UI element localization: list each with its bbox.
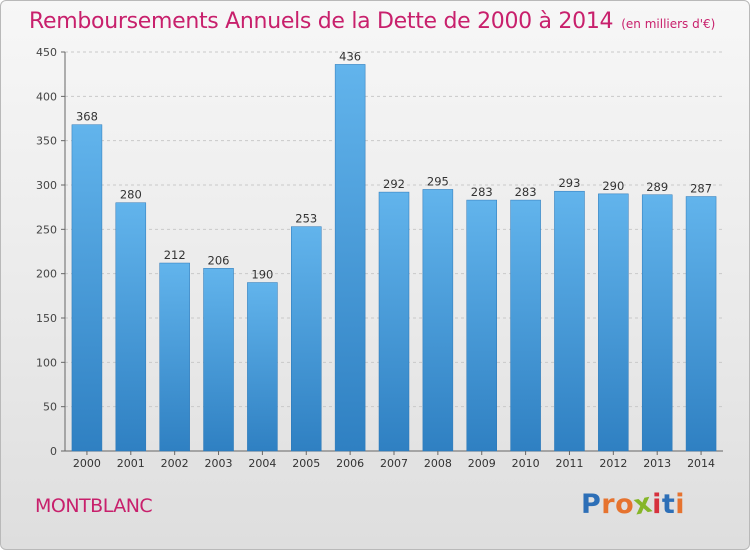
y-tick-label: 150 — [36, 312, 57, 325]
bar — [203, 268, 234, 452]
bar — [291, 226, 322, 452]
y-tick-label: 300 — [36, 179, 57, 192]
x-tick-label: 2012 — [599, 457, 627, 470]
x-tick-label: 2011 — [555, 457, 583, 470]
y-tick-label: 400 — [36, 90, 57, 103]
x-tick-label: 2010 — [512, 457, 540, 470]
bar — [422, 189, 454, 452]
bar-value-label: 295 — [427, 174, 449, 188]
logo-letter: i — [675, 489, 686, 520]
x-tick-label: 2014 — [687, 457, 715, 470]
bar-value-label: 293 — [558, 176, 580, 190]
y-tick-label: 200 — [36, 268, 57, 281]
bar-value-label: 253 — [295, 212, 317, 226]
bar — [378, 191, 410, 452]
x-tick-label: 2013 — [643, 457, 671, 470]
chart-title-text: Remboursements Annuels de la Dette de 20… — [29, 9, 614, 34]
logo-letter: t — [661, 489, 676, 520]
bar-value-label: 283 — [515, 185, 537, 199]
bar — [598, 193, 629, 452]
x-tick-label: 2002 — [161, 457, 189, 470]
bar — [334, 64, 366, 452]
bar — [159, 262, 190, 452]
bar-value-label: 436 — [339, 49, 361, 63]
x-tick-label: 2008 — [424, 457, 452, 470]
x-tick-label: 2000 — [73, 457, 101, 470]
y-tick-label: 0 — [50, 445, 57, 458]
x-tick-label: 2004 — [248, 457, 276, 470]
x-tick-label: 2006 — [336, 457, 364, 470]
bar-value-label: 212 — [164, 248, 186, 262]
bar-value-label: 190 — [251, 268, 273, 282]
bar — [115, 202, 147, 452]
y-tick-label: 450 — [36, 46, 57, 59]
x-tick-label: 2003 — [205, 457, 233, 470]
bar-value-label: 368 — [76, 110, 98, 124]
bar-value-label: 292 — [383, 177, 405, 191]
x-tick-label: 2009 — [468, 457, 496, 470]
logo-letter: i — [652, 489, 662, 520]
bar-value-label: 287 — [690, 182, 712, 196]
bar — [510, 199, 541, 452]
logo-letter: o — [615, 489, 635, 520]
bar-value-label: 280 — [120, 188, 142, 202]
bar-value-label: 290 — [602, 179, 624, 193]
bar — [641, 194, 673, 452]
proxiti-logo: Proxiti — [581, 487, 686, 521]
bar — [247, 282, 278, 452]
bar — [554, 190, 585, 452]
bar — [71, 124, 103, 452]
y-tick-label: 50 — [43, 401, 57, 414]
bar-value-label: 283 — [471, 185, 493, 199]
logo-letter: r — [601, 489, 616, 520]
chart-unit: (en milliers d'€) — [621, 17, 716, 31]
y-tick-label: 250 — [36, 223, 57, 236]
x-tick-label: 2007 — [380, 457, 408, 470]
bar — [685, 196, 717, 452]
bar — [466, 199, 497, 452]
place-name: MONTBLANC — [35, 495, 153, 517]
bar-value-label: 206 — [208, 253, 230, 267]
x-tick-label: 2001 — [117, 457, 145, 470]
chart-title: Remboursements Annuels de la Dette de 20… — [29, 9, 715, 34]
y-tick-label: 350 — [36, 135, 57, 148]
y-tick-label: 100 — [36, 356, 57, 369]
bar-value-label: 289 — [646, 180, 668, 194]
logo-letter: P — [581, 489, 602, 520]
x-tick-label: 2005 — [292, 457, 320, 470]
